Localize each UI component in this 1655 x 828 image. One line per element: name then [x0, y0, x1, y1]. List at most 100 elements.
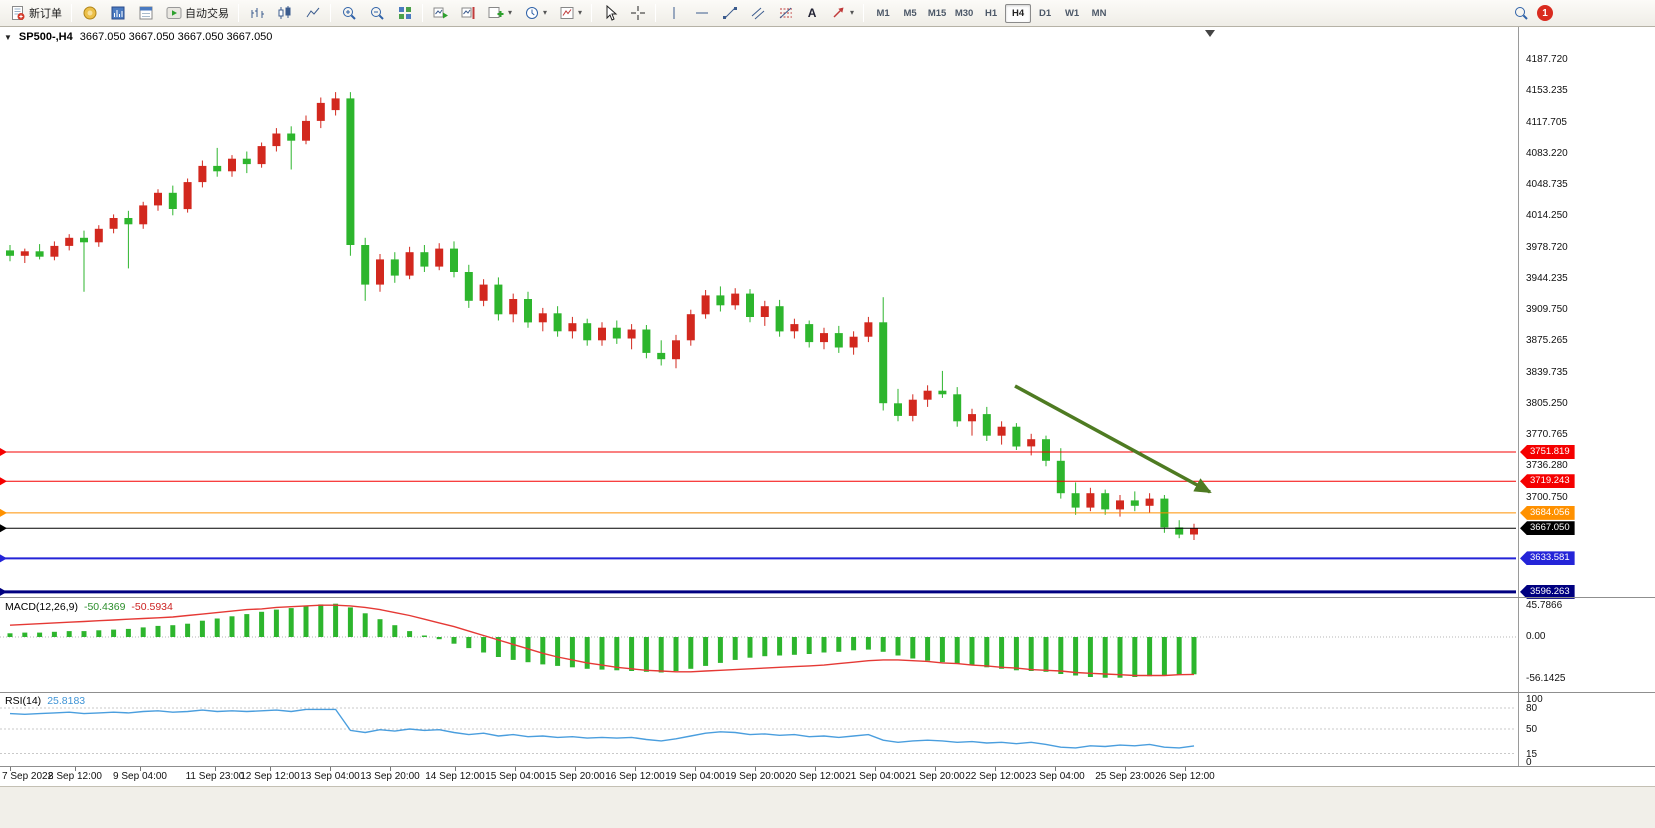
- chart-shift-marker[interactable]: [1205, 30, 1215, 37]
- vertical-line-button[interactable]: [660, 2, 687, 24]
- price-marker-badge: 3719.243: [1520, 474, 1575, 489]
- profiles-button[interactable]: [76, 2, 103, 24]
- rsi-indicator-pane[interactable]: [0, 694, 1518, 766]
- notification-badge[interactable]: 1: [1537, 5, 1553, 21]
- time-tick: [935, 767, 936, 771]
- candle-body: [894, 403, 902, 416]
- bar-chart-button[interactable]: [243, 2, 270, 24]
- chart-shift-button[interactable]: [455, 2, 482, 24]
- periods-button[interactable]: ▾: [518, 2, 552, 24]
- timeframe-H4[interactable]: H4: [1005, 3, 1032, 23]
- price-tick: 3805.250: [1526, 397, 1568, 409]
- price-tick: 4048.735: [1526, 178, 1568, 190]
- time-axis[interactable]: 7 Sep 2022 8 Sep 12:00 9 Sep 04:00 11 Sep 2…: [0, 767, 1518, 786]
- candle-body: [139, 205, 148, 225]
- trend-arrow-annotation[interactable]: [1014, 384, 1212, 494]
- rsi-line: [9, 708, 1195, 749]
- search-button[interactable]: [1507, 2, 1534, 24]
- timeframe-M5[interactable]: M5: [903, 7, 917, 19]
- price-marker-badge: 3596.263: [1520, 584, 1575, 599]
- candle-body: [168, 192, 177, 209]
- candle-body: [435, 248, 444, 267]
- candle-body: [834, 333, 843, 348]
- main-price-chart[interactable]: [0, 28, 1518, 597]
- candle-body: [1116, 500, 1124, 510]
- data-window-button[interactable]: [132, 2, 159, 24]
- toolbar-separator: [238, 4, 239, 22]
- chart-shift-icon: [460, 5, 477, 21]
- candle-body: [686, 314, 695, 341]
- time-tick: [995, 767, 996, 771]
- candlestick-chart-button[interactable]: [271, 2, 298, 24]
- price-marker-badge: 3751.819: [1520, 444, 1575, 459]
- timeframe-MN[interactable]: MN: [1091, 7, 1107, 19]
- crosshair-button[interactable]: [624, 2, 651, 24]
- zoom-out-button[interactable]: [363, 2, 390, 24]
- line-left-marker: [0, 447, 7, 456]
- time-tick: [695, 767, 696, 771]
- arrows-tool-button[interactable]: ▾: [825, 2, 859, 24]
- candle-body: [553, 313, 562, 332]
- templates-button[interactable]: ▾: [553, 2, 587, 24]
- toolbar-separator: [655, 4, 657, 22]
- time-label: 15 Sep 20:00: [545, 771, 605, 782]
- pane-splitter[interactable]: [0, 692, 1655, 693]
- candle-body: [94, 228, 103, 243]
- timeframe-W1[interactable]: W1: [1064, 7, 1080, 19]
- candle-body: [65, 237, 74, 246]
- candle-body: [864, 322, 873, 337]
- rsi-axis-label: 100: [1526, 694, 1543, 705]
- rsi-panel-header: RSI(14) 25.8183: [5, 695, 86, 707]
- candle-body: [760, 306, 769, 317]
- candle-body: [938, 390, 947, 395]
- time-label: 20 Sep 12:00: [785, 771, 845, 782]
- timeframe-D1[interactable]: D1: [1038, 7, 1052, 19]
- candle-body: [982, 414, 991, 436]
- tile-windows-button[interactable]: [391, 2, 418, 24]
- timeframe-M15[interactable]: M15: [927, 7, 947, 19]
- status-strip: [0, 786, 1655, 828]
- one-click-trading-arrow[interactable]: ▼: [4, 32, 12, 42]
- price-tick: 3944.235: [1526, 272, 1568, 284]
- time-tick: [635, 767, 636, 771]
- fibonacci-button[interactable]: [772, 2, 799, 24]
- candlestick-chart-icon: [276, 5, 293, 21]
- timeframe-M30[interactable]: M30: [954, 7, 974, 19]
- time-label: 23 Sep 04:00: [1025, 771, 1085, 782]
- dropdown-caret-icon: ▾: [508, 8, 513, 17]
- time-tick: [515, 767, 516, 771]
- text-tool-button[interactable]: A: [800, 2, 824, 24]
- horizontal-line-button[interactable]: [688, 2, 715, 24]
- macd-axis-label: -56.1425: [1526, 672, 1566, 684]
- trendline-button[interactable]: [716, 2, 743, 24]
- price-marker-badge: 3667.050: [1520, 521, 1575, 536]
- candle-body: [1175, 527, 1184, 535]
- autotrading-button[interactable]: 自动交易: [160, 2, 234, 24]
- line-chart-button[interactable]: [299, 2, 326, 24]
- candle-body: [820, 333, 828, 343]
- toolbar-separator: [591, 4, 593, 22]
- candle-body: [1101, 493, 1110, 510]
- market-watch-button[interactable]: [104, 2, 131, 24]
- time-label: 19 Sep 04:00: [665, 771, 725, 782]
- chart-symbol-period: SP500-,H4: [18, 31, 73, 43]
- new-chart-button[interactable]: ▾: [483, 2, 517, 24]
- auto-scroll-button[interactable]: [427, 2, 454, 24]
- new-chart-icon: [488, 5, 505, 21]
- candle-body: [509, 299, 518, 315]
- candle-body: [331, 98, 340, 111]
- price-tick: 4014.250: [1526, 209, 1568, 221]
- zoom-in-button[interactable]: [335, 2, 362, 24]
- timeframe-M1[interactable]: M1: [876, 7, 890, 19]
- pane-splitter[interactable]: [0, 597, 1655, 598]
- macd-indicator-pane[interactable]: [0, 600, 1518, 690]
- cursor-button[interactable]: [596, 2, 623, 24]
- new-order-button[interactable]: 新订单: [4, 2, 67, 24]
- time-label: 11 Sep 23:00: [185, 771, 245, 782]
- timeframe-H1[interactable]: H1: [984, 7, 998, 19]
- candle-body: [583, 323, 592, 341]
- time-label: 13 Sep 20:00: [360, 771, 420, 782]
- macd-panel-header: MACD(12,26,9) -50.4369 -50.5934: [5, 601, 173, 613]
- price-axis[interactable]: 4187.720 4153.235 4117.705 4083.220 4048.735…: [1518, 27, 1655, 768]
- equidistant-channel-button[interactable]: [744, 2, 771, 24]
